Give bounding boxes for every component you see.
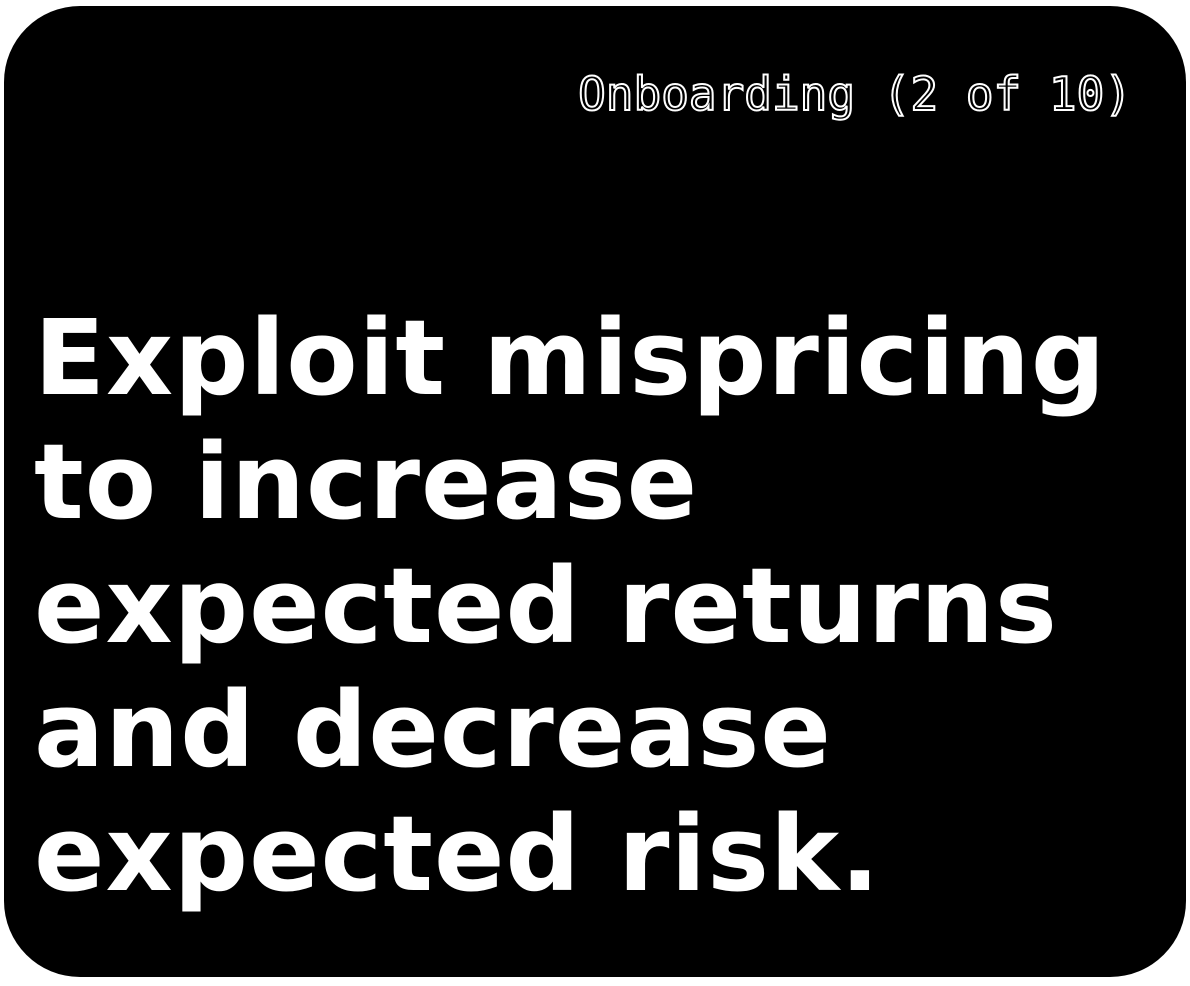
headline-line-3: expected returns (34, 545, 1058, 667)
onboarding-headline: Exploit mispricing to increase expected … (34, 296, 1154, 916)
onboarding-card: Onboarding (2 of 10) Exploit mispricing … (4, 6, 1186, 977)
onboarding-step-indicator: Onboarding (2 of 10) (577, 66, 1133, 122)
headline-line-5: expected risk. (34, 793, 881, 915)
headline-line-2: to increase (34, 421, 699, 543)
headline-line-4: and decrease (34, 669, 832, 791)
headline-line-1: Exploit mispricing (34, 297, 1107, 419)
